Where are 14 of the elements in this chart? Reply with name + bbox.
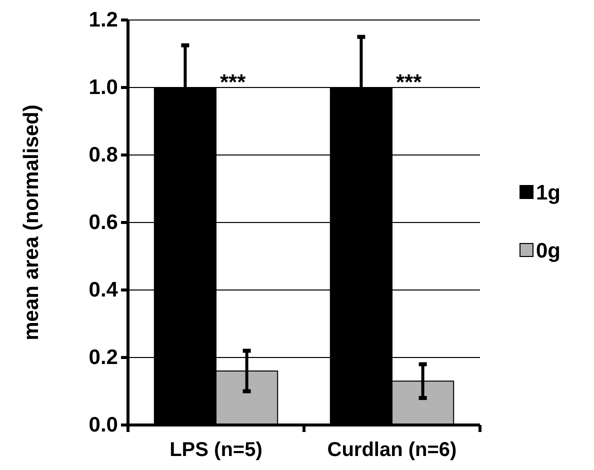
x-tick-label: Curdlan (n=6) bbox=[327, 439, 457, 461]
legend-label: 1g bbox=[536, 182, 561, 204]
y-tick-label: 0.6 bbox=[88, 211, 118, 234]
annotation: *** bbox=[396, 70, 422, 94]
y-tick-label: 1.0 bbox=[88, 76, 118, 100]
legend-label: 0g bbox=[536, 240, 561, 262]
y-tick-label: 1.2 bbox=[88, 8, 118, 32]
annotation: *** bbox=[220, 70, 246, 94]
x-tick-label: LPS (n=5) bbox=[170, 439, 262, 461]
y-tick-label: 0.0 bbox=[88, 414, 118, 437]
y-axis-title: mean area (normalised) bbox=[20, 104, 43, 340]
y-tick-label: 0.2 bbox=[88, 346, 118, 370]
y-tick-label: 0.8 bbox=[88, 144, 118, 167]
y-tick-label: 0.4 bbox=[88, 278, 118, 302]
